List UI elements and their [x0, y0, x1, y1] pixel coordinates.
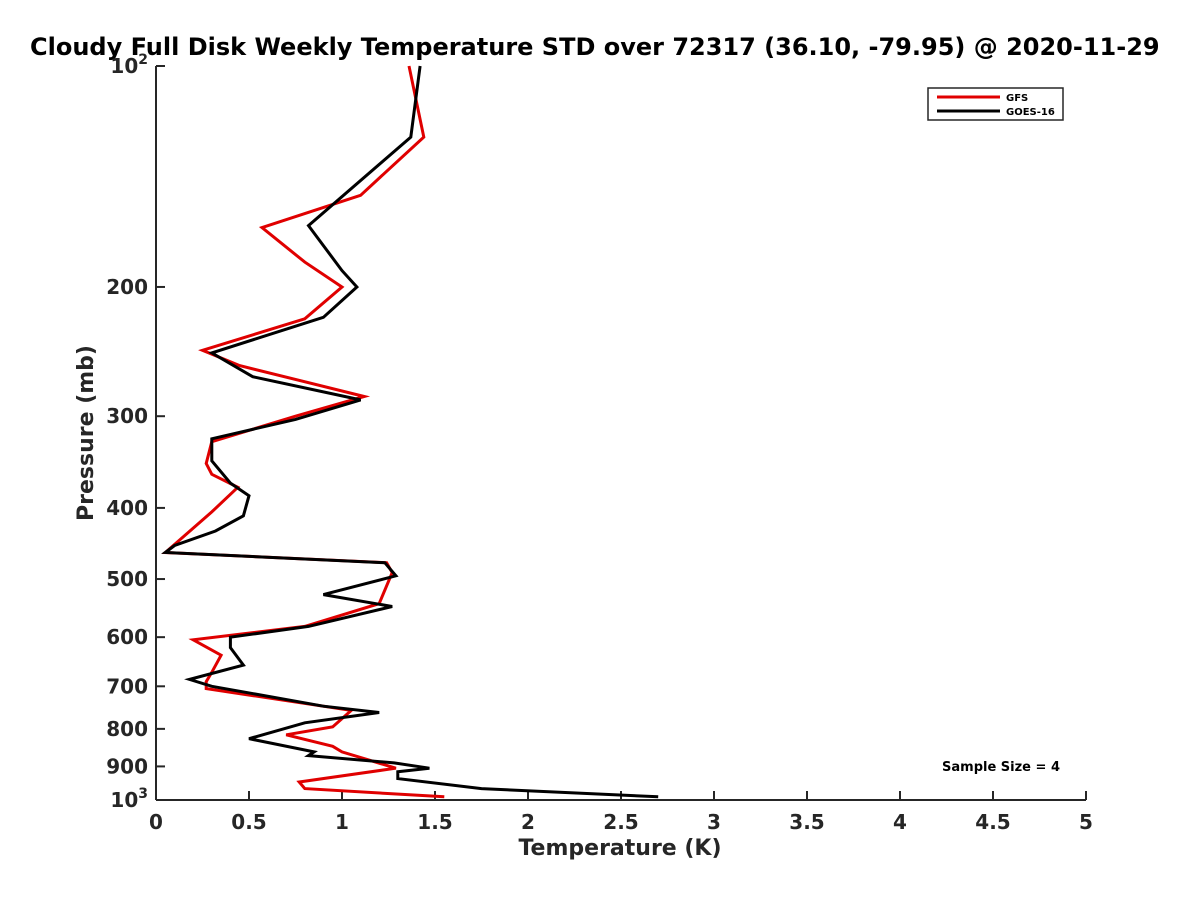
y-tick-label: 900 [106, 754, 148, 778]
y-tick-base: 10 [110, 788, 138, 812]
chart-title: Cloudy Full Disk Weekly Temperature STD … [30, 33, 1160, 61]
y-tick-label: 102 [110, 52, 148, 78]
x-tick-label: 4.5 [975, 810, 1010, 834]
y-tick-base: 10 [110, 54, 138, 78]
y-axis-label: Pressure (mb) [74, 345, 99, 521]
sample-size-annotation: Sample Size = 4 [942, 760, 1060, 775]
legend-label: GOES-16 [1006, 107, 1055, 118]
y-tick-label: 700 [106, 674, 148, 698]
x-tick-label: 2 [521, 810, 535, 834]
axes [155, 66, 1086, 801]
series-line-gfs [161, 65, 445, 799]
y-tick-label: 600 [106, 625, 148, 649]
x-tick-label: 1 [335, 810, 349, 834]
y-tick-label: 200 [106, 275, 148, 299]
x-tick-label: 1.5 [417, 810, 452, 834]
legend-label: GFS [1006, 93, 1028, 104]
x-axis-ticks: 0 0.5 1 1.5 2 2.5 3 3.5 4 4.5 5 [149, 791, 1093, 834]
y-tick-label: 103 [110, 786, 148, 812]
y-tick-label: 400 [106, 496, 148, 520]
y-tick-label: 500 [106, 567, 148, 591]
legend-box [927, 87, 1064, 121]
x-axis-label: Temperature (K) [518, 836, 721, 861]
y-tick-exponent: 2 [138, 52, 148, 68]
y-tick-exponent: 3 [138, 786, 148, 802]
x-tick-label: 3.5 [789, 810, 824, 834]
x-tick-label: 4 [893, 810, 907, 834]
y-tick-label: 800 [106, 717, 148, 741]
x-tick-label: 0.5 [231, 810, 266, 834]
x-tick-label: 0 [149, 810, 163, 834]
y-tick-label: 300 [106, 404, 148, 428]
legend: GFS GOES-16 [927, 87, 1064, 121]
x-tick-label: 3 [707, 810, 721, 834]
series-layer [161, 65, 659, 799]
x-tick-label: 2.5 [603, 810, 638, 834]
series-line-goes-16 [161, 65, 659, 799]
x-tick-label: 5 [1079, 810, 1093, 834]
